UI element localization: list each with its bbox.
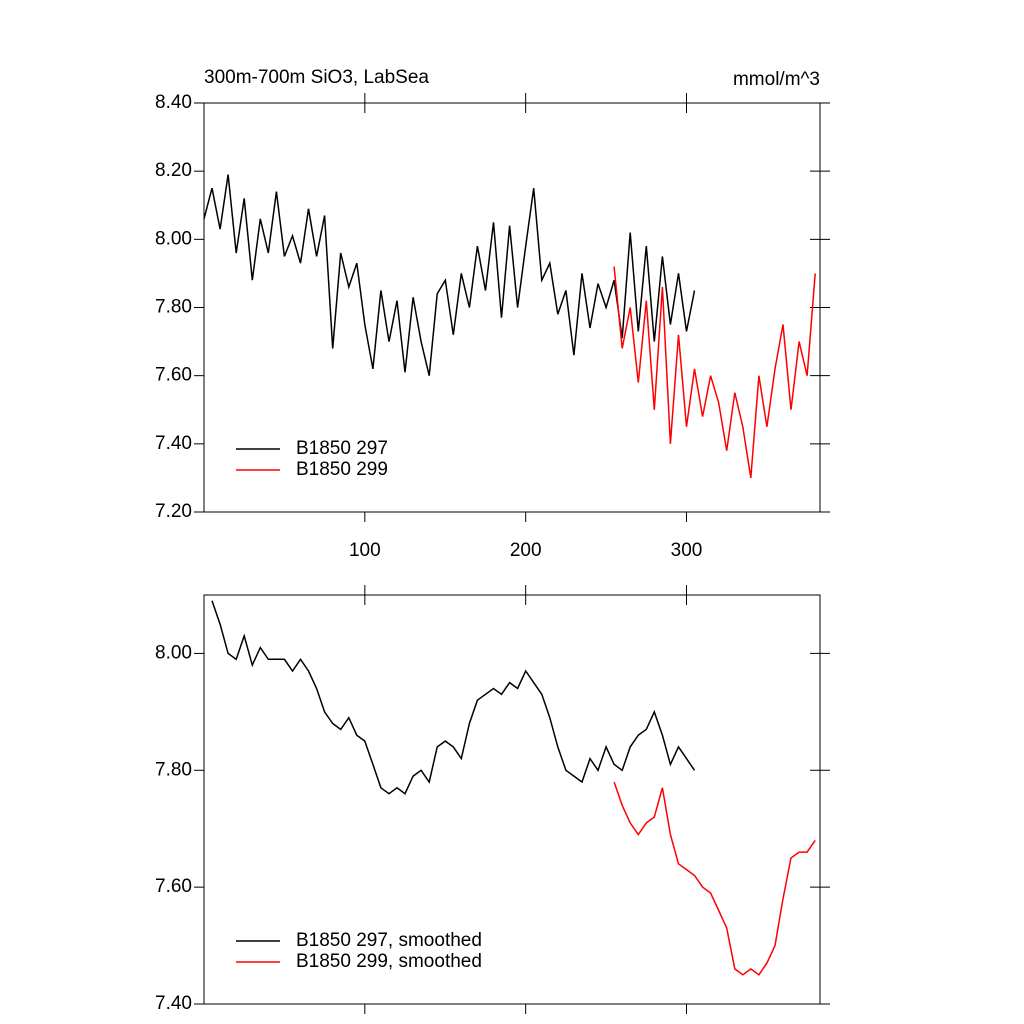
y-tick-label: 8.40 (155, 92, 192, 113)
y-tick-label: 8.00 (155, 642, 192, 663)
data-line (211, 600, 696, 795)
y-tick-label: 7.60 (155, 876, 192, 897)
y-tick-label: 8.20 (155, 160, 192, 181)
y-tick-label: 7.60 (155, 365, 192, 386)
y-tick-label: 7.40 (155, 433, 192, 454)
legend-label: B1850 299, smoothed (296, 951, 482, 972)
y-tick-label: 7.40 (155, 993, 192, 1014)
data-line (203, 174, 696, 376)
units-label: mmol/m^3 (733, 69, 820, 90)
y-tick-label: 8.00 (155, 228, 192, 249)
legend-label: B1850 299 (296, 459, 388, 480)
data-line (613, 266, 816, 479)
x-tick-label: 300 (671, 540, 703, 561)
y-tick-label: 7.80 (155, 759, 192, 780)
y-tick-label: 7.80 (155, 297, 192, 318)
legend-label: B1850 297 (296, 438, 388, 459)
chart-title: 300m-700m SiO3, LabSea (204, 67, 429, 88)
x-tick-label: 100 (349, 540, 381, 561)
data-line (613, 781, 816, 976)
x-tick-label: 200 (510, 540, 542, 561)
y-tick-label: 7.20 (155, 501, 192, 522)
plot-frame (203, 594, 821, 1005)
legend-label: B1850 297, smoothed (296, 930, 482, 951)
